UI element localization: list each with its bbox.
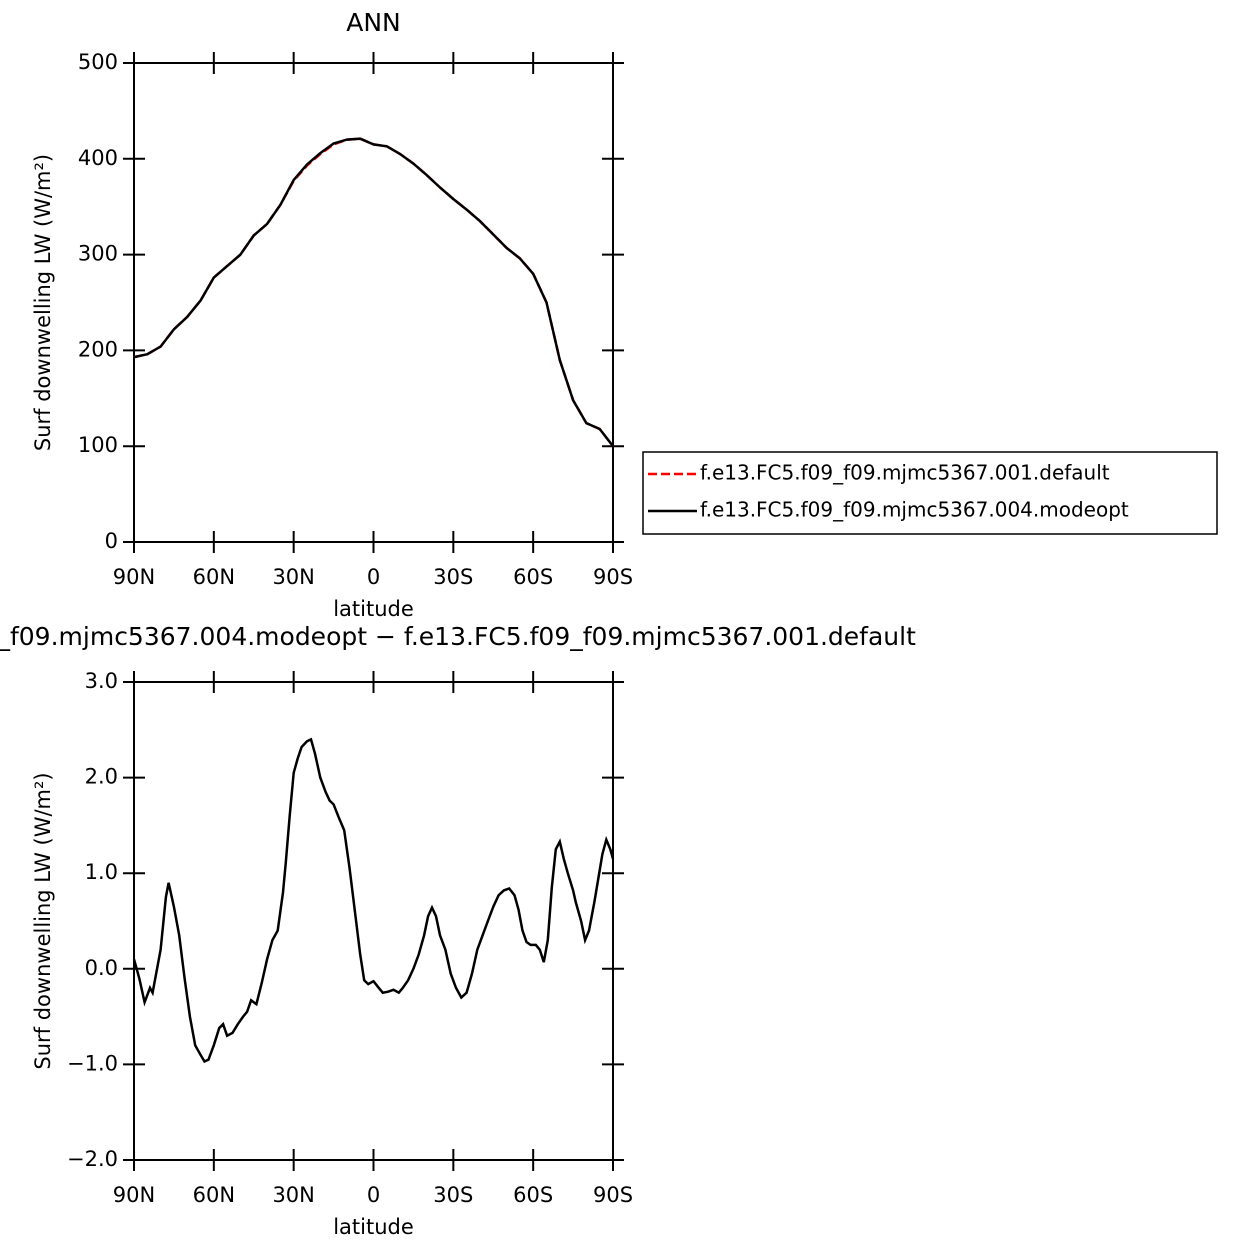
y-tick-label: 100 <box>78 433 118 457</box>
x-tick-label: 30N <box>272 1183 314 1207</box>
x-tick-label: 60N <box>193 1183 235 1207</box>
y-tick-label: 1.0 <box>85 860 118 884</box>
legend-box <box>642 451 1218 535</box>
y-tick-label: 400 <box>78 146 118 170</box>
y-tick-label: 200 <box>78 337 118 361</box>
chart-title: ANN <box>346 8 401 37</box>
data-line <box>133 137 614 447</box>
plot-frame <box>133 62 614 543</box>
x-tick-label: 0 <box>367 565 380 589</box>
x-tick-label: 60S <box>513 565 553 589</box>
x-tick-label: 30S <box>433 1183 473 1207</box>
legend-label: f.e13.FC5.f09_f09.mjmc5367.004.modeopt <box>700 498 1129 522</box>
y-tick-label: 500 <box>78 50 118 74</box>
x-axis-label: latitude <box>333 597 414 621</box>
x-tick-label: 90N <box>113 565 155 589</box>
x-tick-label: 90S <box>593 565 633 589</box>
y-tick-label: 3.0 <box>85 669 118 693</box>
y-tick-label: 0.0 <box>85 956 118 980</box>
y-tick-label: 0 <box>105 529 118 553</box>
data-line <box>132 737 615 1064</box>
y-axis-label: Surf downwelling LW (W/m²) <box>31 772 55 1069</box>
x-tick-label: 90N <box>113 1183 155 1207</box>
x-tick-label: 0 <box>367 1183 380 1207</box>
y-tick-label: −2.0 <box>67 1147 118 1171</box>
y-axis-label: Surf downwelling LW (W/m²) <box>31 154 55 451</box>
legend-label: f.e13.FC5.f09_f09.mjmc5367.001.default <box>700 461 1110 485</box>
x-tick-label: 90S <box>593 1183 633 1207</box>
x-tick-label: 60N <box>193 565 235 589</box>
x-tick-label: 60S <box>513 1183 553 1207</box>
plot-frame <box>133 681 614 1161</box>
x-tick-label: 30N <box>272 565 314 589</box>
x-tick-label: 30S <box>433 565 473 589</box>
x-axis-label: latitude <box>333 1215 414 1239</box>
chart-title: f.e13.FC5.f09_f09.mjmc5367.004.modeopt −… <box>0 622 916 651</box>
y-tick-label: −1.0 <box>67 1051 118 1075</box>
y-tick-label: 300 <box>78 242 118 266</box>
y-tick-label: 2.0 <box>85 765 118 789</box>
